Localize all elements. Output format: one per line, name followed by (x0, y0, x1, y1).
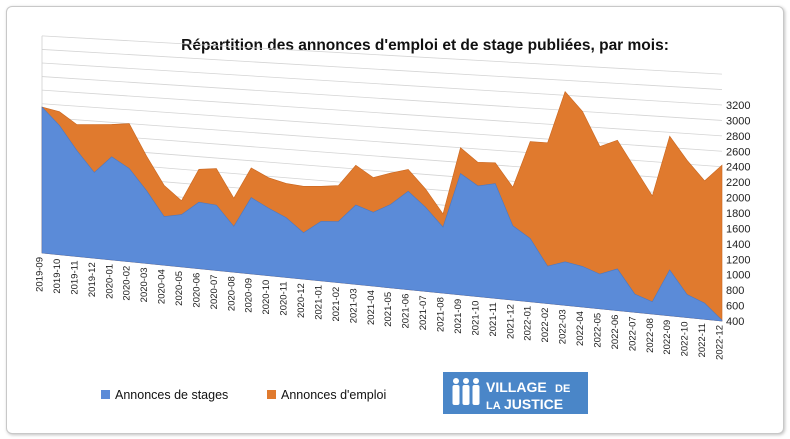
gridline (41, 35, 723, 75)
logo-text-la: LA (486, 400, 501, 412)
gridline (41, 76, 723, 121)
legend-swatch-emploi (267, 390, 276, 399)
y-tick-label: 3000 (726, 115, 750, 127)
x-tick-label: 2019-09 (35, 257, 46, 292)
y-tick-label: 3200 (726, 100, 750, 112)
legend: Annonces de stages Annonces d'emploi (101, 388, 386, 402)
legend-label-stages: Annonces de stages (115, 388, 228, 402)
x-tick-label: 2020-07 (209, 274, 220, 309)
area-annonces-stages (41, 106, 723, 322)
x-tick-label: 2021-03 (348, 288, 359, 323)
x-tick-label: 2020-05 (174, 271, 185, 306)
x-tick-label: 2022-02 (540, 308, 551, 343)
x-tick-label: 2020-03 (139, 267, 150, 302)
x-tick-label: 2019-12 (87, 262, 98, 297)
gridline (41, 89, 723, 137)
x-tick-label: 2022-01 (523, 306, 534, 341)
x-tick-label: 2021-06 (401, 294, 412, 329)
y-axis-ticks: 3200 3000 2800 2600 2400 2200 2000 1800 1600 1400… (726, 100, 750, 328)
y-tick-label: 2800 (726, 131, 750, 143)
x-tick-label: 2021-11 (488, 302, 499, 336)
y-tick-label: 400 (726, 316, 744, 328)
logo-text-village: VILLAGE (486, 379, 547, 395)
village-de-la-justice-logo: VILLAGE DE LA JUSTICE (443, 372, 588, 414)
x-tick-label: 2020-12 (296, 283, 307, 318)
x-tick-label: 2021-08 (436, 297, 447, 332)
y-tick-label: 1600 (726, 223, 750, 235)
y-tick-label: 600 (726, 301, 744, 313)
y-tick-label: 2200 (726, 177, 750, 189)
x-tick-label: 2022-12 (715, 325, 726, 360)
legend-label-emploi: Annonces d'emploi (281, 388, 386, 402)
x-tick-label: 2020-08 (226, 276, 237, 311)
x-tick-label: 2019-11 (69, 260, 80, 294)
gridline (41, 49, 723, 90)
x-tick-label: 2022-05 (592, 313, 603, 348)
legend-swatch-stages (101, 390, 110, 399)
x-tick-label: 2020-01 (104, 264, 115, 299)
x-tick-label: 2021-01 (313, 285, 324, 320)
logo-text-de: DE (555, 383, 570, 395)
x-tick-label: 2021-02 (331, 287, 342, 322)
x-tick-label: 2022-07 (627, 316, 638, 351)
x-tick-label: 2022-06 (610, 315, 621, 350)
x-tick-label: 2021-05 (383, 292, 394, 327)
y-tick-label: 2000 (726, 193, 750, 205)
x-tick-label: 2021-07 (418, 295, 429, 330)
y-tick-label: 1000 (726, 270, 750, 282)
x-tick-label: 2020-09 (244, 278, 255, 313)
x-tick-label: 2022-08 (645, 318, 656, 353)
x-tick-label: 2020-11 (279, 281, 290, 315)
x-tick-label: 2020-06 (191, 273, 202, 308)
x-tick-label: 2022-03 (558, 309, 569, 344)
x-tick-label: 2022-10 (680, 322, 691, 357)
y-tick-label: 800 (726, 285, 744, 297)
x-tick-label: 2020-02 (122, 266, 133, 301)
x-tick-label: 2020-04 (157, 269, 168, 304)
gridline (41, 62, 723, 106)
areas (41, 91, 723, 322)
y-tick-label: 1200 (726, 254, 750, 266)
x-tick-label: 2019-10 (52, 259, 63, 294)
chart-title: Répartition des annonces d'emploi et de … (181, 37, 669, 54)
x-tick-label: 2021-09 (453, 299, 464, 334)
x-tick-label: 2021-12 (505, 304, 516, 339)
y-tick-label: 1800 (726, 208, 750, 220)
logo-text-justice: JUSTICE (504, 396, 563, 412)
logo-people-icon (452, 378, 480, 405)
x-tick-label: 2022-09 (662, 320, 673, 355)
x-tick-label: 2021-10 (470, 301, 481, 336)
x-tick-label: 2020-10 (261, 280, 272, 315)
x-tick-label: 2022-11 (697, 323, 708, 357)
x-axis-ticks: 2019-09 2019-10 2019-11 2019-12 2020-01 2020-… (35, 257, 726, 360)
x-tick-label: 2021-04 (366, 290, 377, 325)
x-tick-label: 2022-04 (575, 311, 586, 346)
y-tick-label: 1400 (726, 239, 750, 251)
y-tick-label: 2600 (726, 146, 750, 158)
y-tick-label: 2400 (726, 162, 750, 174)
